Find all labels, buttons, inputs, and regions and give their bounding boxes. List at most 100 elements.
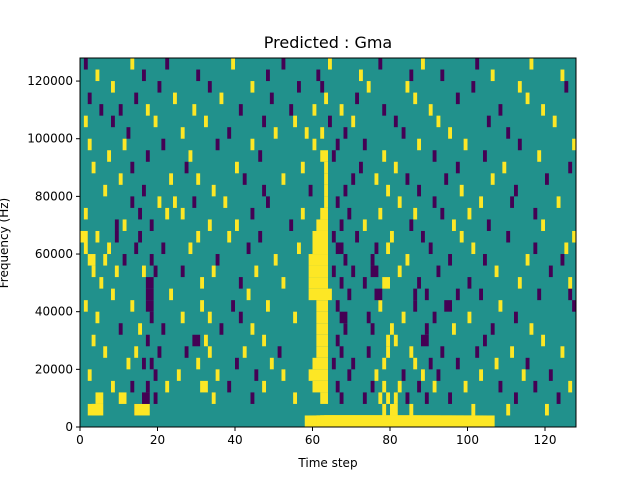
heatmap-cell-low xyxy=(339,346,344,358)
heatmap-cell-low xyxy=(533,380,538,393)
heatmap-cell-low xyxy=(142,69,146,82)
heatmap-cell-high xyxy=(188,150,193,162)
heatmap-cell-low xyxy=(428,357,433,370)
heatmap-cell-low xyxy=(413,288,418,301)
heatmap-cell-low xyxy=(370,323,375,335)
heatmap-cell-high xyxy=(502,161,507,174)
y-axis-label: Frequency (Hz) xyxy=(0,198,11,289)
heatmap-cell-low xyxy=(122,254,127,266)
heatmap-cell-low xyxy=(196,69,201,82)
heatmap-cell-low xyxy=(339,277,344,289)
y-tick-label: 0 xyxy=(65,420,73,434)
heatmap-cell-high xyxy=(215,369,220,381)
heatmap-cell-high xyxy=(390,323,394,335)
heatmap-cell-high xyxy=(308,265,329,278)
heatmap-cell-high xyxy=(83,207,88,220)
heatmap-cell-low xyxy=(99,104,104,116)
heatmap-cell-low xyxy=(165,58,170,70)
heatmap-cell-low xyxy=(417,277,422,289)
heatmap-cell-high xyxy=(107,150,112,162)
heatmap-cell-high xyxy=(142,265,146,278)
heatmap-cell-high xyxy=(382,380,387,393)
heatmap-cell-high xyxy=(564,242,569,255)
heatmap-cell-low xyxy=(421,334,429,347)
heatmap-cell-high xyxy=(421,58,425,70)
heatmap-cell-high xyxy=(130,300,135,312)
heatmap-cell-low xyxy=(533,242,538,255)
heatmap-cell-low xyxy=(432,311,437,324)
heatmap-cell-low xyxy=(362,277,367,289)
heatmap-cell-low xyxy=(149,254,154,266)
y-tick-label: 40000 xyxy=(35,305,73,319)
heatmap-cell-low xyxy=(266,196,270,208)
heatmap-cell-high xyxy=(405,254,410,266)
heatmap-cell-high xyxy=(91,265,96,278)
heatmap-cell-high xyxy=(188,242,193,255)
heatmap-cell-high xyxy=(103,184,108,197)
heatmap-cell-high xyxy=(417,138,422,151)
heatmap-cell-high xyxy=(200,300,205,312)
heatmap-cell-low xyxy=(130,380,135,393)
heatmap-cell-low xyxy=(436,265,441,278)
heatmap-cell-low xyxy=(475,58,480,70)
heatmap-cell-low xyxy=(331,357,336,370)
heatmap-cell-low xyxy=(335,380,340,393)
heatmap-cell-high xyxy=(405,81,410,93)
heatmap-cell-high xyxy=(293,115,298,128)
heatmap-cell-low xyxy=(153,392,158,404)
heatmap-cell-low xyxy=(289,219,294,231)
heatmap-cell-high xyxy=(204,115,208,128)
heatmap-cell-low xyxy=(238,104,243,116)
x-tick-label: 0 xyxy=(76,433,84,447)
heatmap-cell-low xyxy=(471,81,476,93)
heatmap-cell-low xyxy=(262,184,267,197)
heatmap-cell-high xyxy=(157,196,162,208)
heatmap-cell-low xyxy=(149,219,154,231)
heatmap-cell-low xyxy=(161,138,166,151)
heatmap-cell-high xyxy=(560,69,565,82)
heatmap-cell-low xyxy=(331,230,336,243)
heatmap-cell-low xyxy=(145,300,154,312)
heatmap-cell-low xyxy=(432,196,437,208)
heatmap-cell-low xyxy=(281,58,286,70)
heatmap-cell-high xyxy=(324,173,329,185)
heatmap-cell-high xyxy=(572,230,577,243)
heatmap-cell-high xyxy=(378,207,383,220)
heatmap-cell-low xyxy=(382,104,387,116)
heatmap-cell-low xyxy=(231,300,236,312)
heatmap-cell-low xyxy=(138,230,143,243)
heatmap-cell-high xyxy=(103,254,108,266)
heatmap-cell-low xyxy=(405,173,410,185)
heatmap-cell-low xyxy=(455,92,460,105)
heatmap-cell-high xyxy=(316,346,329,358)
heatmap-cell-low xyxy=(572,300,577,312)
y-tick-label: 80000 xyxy=(35,189,73,203)
x-axis: 0 20 40 60 80 100 120 xyxy=(76,427,556,447)
heatmap-cell-low xyxy=(568,161,573,174)
heatmap-cell-high xyxy=(362,219,367,231)
heatmap-cell-high xyxy=(479,196,484,208)
heatmap-cell-high xyxy=(320,127,325,139)
heatmap-cell-high xyxy=(219,92,224,105)
heatmap-cell-low xyxy=(483,150,487,162)
heatmap-cell-high xyxy=(312,104,317,116)
heatmap-cell-high xyxy=(211,265,216,278)
heatmap-cell-high xyxy=(386,392,391,404)
heatmap-cell-low xyxy=(320,81,325,93)
heatmap-cell-low xyxy=(145,277,154,289)
heatmap-cell-high xyxy=(494,357,499,370)
heatmap-cell-low xyxy=(440,207,445,220)
heatmap-cell-low xyxy=(138,207,143,220)
x-tick-label: 80 xyxy=(382,433,397,447)
heatmap-cell-high xyxy=(471,242,476,255)
heatmap-cell-high xyxy=(393,334,398,347)
heatmap-cell-high xyxy=(266,300,270,312)
heatmap-cells xyxy=(80,58,577,427)
heatmap-cell-low xyxy=(455,357,460,370)
heatmap-cell-low xyxy=(343,184,348,197)
heatmap-cell-high xyxy=(386,184,391,197)
heatmap-cell-low xyxy=(417,380,422,393)
plot-frame xyxy=(79,57,577,428)
heatmap-cell-low xyxy=(145,380,150,393)
